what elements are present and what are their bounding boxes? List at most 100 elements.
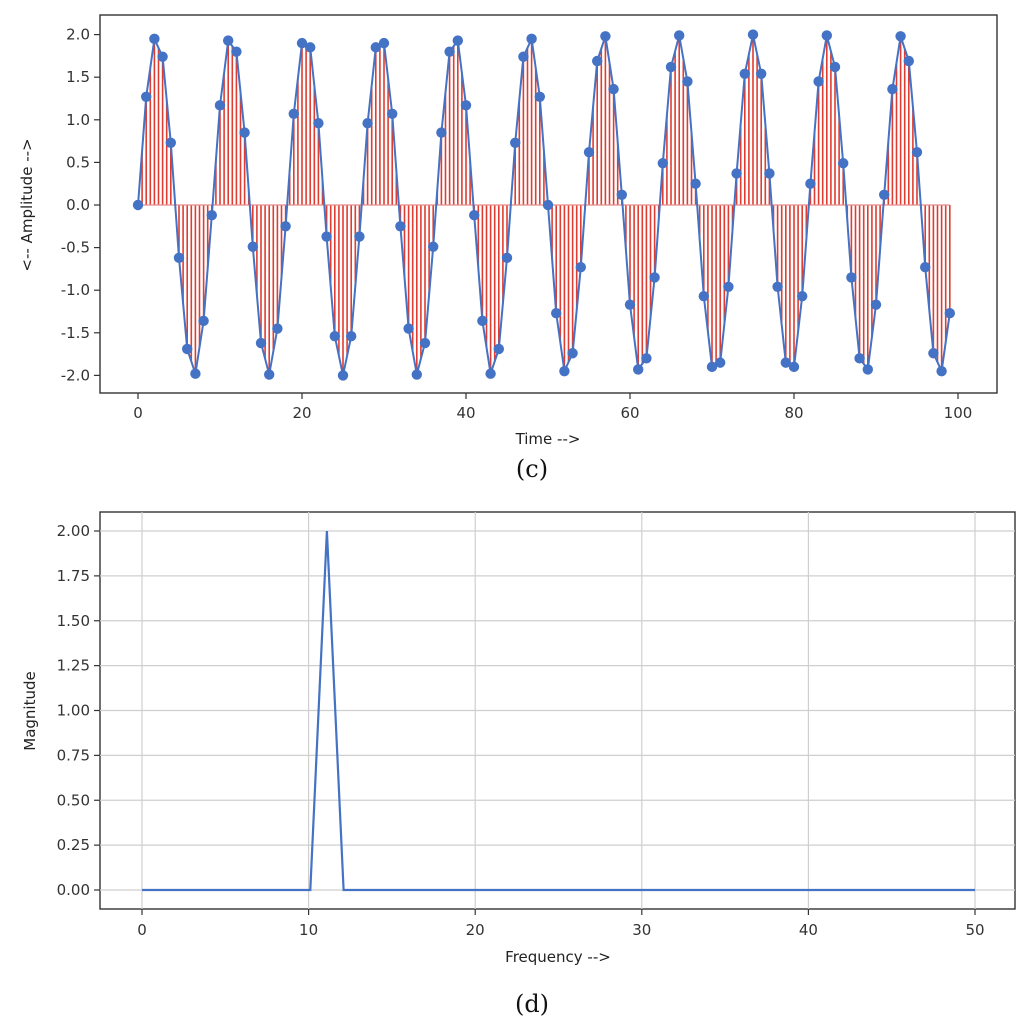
data-point [214,100,226,111]
y-axis-label-d: Magnitude [21,671,39,750]
data-point [854,353,865,364]
x-tick-label: 30 [632,921,651,939]
stem-group [138,34,951,376]
data-point [928,348,939,359]
data-point [747,29,759,40]
y-tick-label: 1.25 [57,657,90,675]
data-point [862,364,873,375]
data-point [764,168,775,179]
data-point [411,369,422,380]
x-tick-label: 60 [620,404,639,422]
x-tick-label: 40 [456,404,475,422]
data-point [239,127,250,138]
y-tick-label: 1.0 [66,111,90,129]
data-point [583,146,595,158]
data-point [657,158,668,169]
data-point [838,158,849,169]
data-point [665,61,677,73]
data-point [264,369,275,380]
data-point [444,46,455,57]
data-point [772,281,783,292]
data-point [674,30,685,41]
y-tick-label: 0.0 [66,196,90,214]
data-point [739,68,750,79]
y-tick-label: -1.5 [61,324,90,342]
data-point [616,189,627,200]
data-point [723,281,734,292]
x-tick-group: 0 20 40 60 80 100 [133,393,972,422]
x-tick-label: 80 [784,404,803,422]
data-point [190,368,201,379]
data-point [870,299,882,310]
data-point [624,299,636,310]
data-point [247,241,258,252]
series-line-group [137,34,951,376]
data-point [436,127,447,138]
data-point [649,272,660,283]
data-point [534,91,545,102]
data-point [706,361,718,373]
data-point [936,365,947,377]
data-point [944,308,955,319]
data-point [132,199,144,211]
data-point [288,108,299,120]
x-axis-label-c: Time --> [515,430,581,448]
data-point [690,178,701,189]
data-point [895,31,906,42]
y-axis-label-c: <-- Amplitude --> [18,138,36,271]
data-point [682,76,693,87]
data-point [780,357,791,368]
data-point [223,35,234,46]
y-tick-label: 2.00 [57,522,90,540]
data-point [911,146,923,158]
x-tick-label: 0 [137,921,147,939]
point-group [132,29,955,381]
data-point [182,343,193,355]
grid-group [100,512,1015,909]
data-point [362,118,373,129]
x-tick-label: 0 [133,404,143,422]
data-point [510,137,521,149]
data-point [821,30,832,41]
y-tick-label: 1.00 [57,702,90,720]
x-tick-label: 100 [944,404,973,422]
data-point [403,323,414,334]
series-line [142,530,975,892]
data-point [559,365,570,377]
series-line [137,34,951,376]
data-point [551,308,562,319]
y-tick-label: 0.00 [57,881,90,899]
data-point [387,108,398,120]
data-point [157,51,168,62]
x-tick-group: 0 10 20 30 40 50 [137,909,985,939]
data-point [592,55,603,67]
x-tick-label: 20 [466,921,485,939]
data-point [477,315,488,327]
data-point [633,364,644,375]
data-point [756,68,767,79]
data-point [206,210,217,221]
data-point [370,42,381,53]
series-line-group [142,530,975,892]
data-point [395,221,406,232]
data-point [141,91,152,102]
data-point [198,315,209,327]
data-point [493,343,504,355]
data-point [452,35,463,46]
data-point [305,42,316,53]
y-tick-label: 1.5 [66,68,90,86]
data-point [731,168,742,179]
data-point [542,199,554,211]
data-point [280,221,291,232]
x-tick-label: 50 [965,921,984,939]
data-point [329,331,340,342]
y-tick-label: -1.0 [61,281,90,299]
data-point [460,100,472,111]
y-tick-label: 0.5 [66,153,90,171]
y-tick-label: 2.0 [66,26,90,44]
data-point [501,252,513,264]
y-tick-label: 0.25 [57,836,90,854]
data-point [575,261,586,273]
data-point [715,357,726,368]
